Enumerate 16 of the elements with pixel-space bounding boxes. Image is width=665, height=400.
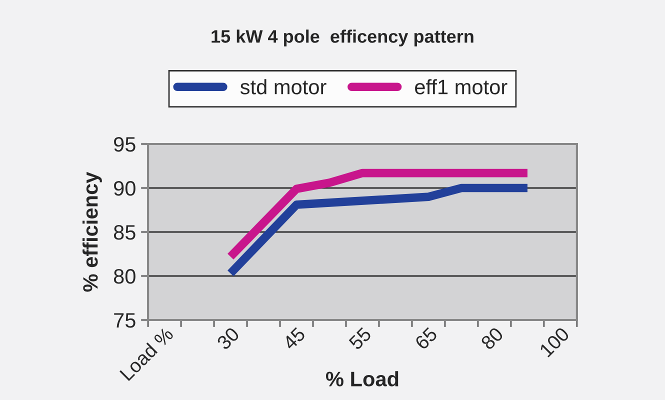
- y-tick-label: 95: [114, 137, 136, 152]
- legend-label: eff1 motor: [415, 79, 508, 94]
- x-tick-label: 55: [348, 326, 372, 350]
- x-tick-label: 45: [282, 326, 306, 351]
- y-tick-label: 90: [114, 181, 136, 196]
- y-tick-label: 85: [114, 225, 136, 240]
- x-tick-label: 80: [480, 326, 504, 350]
- x-tick-label: 30: [216, 326, 240, 350]
- x-tick-label: 65: [414, 326, 438, 350]
- y-axis-title: % efficiency: [82, 172, 102, 292]
- chart-title: 15 kW 4 pole efficency pattern: [212, 30, 474, 46]
- legend-label: std motor: [240, 79, 326, 94]
- y-tick-label: 80: [114, 269, 136, 284]
- y-tick-label: 75: [114, 313, 136, 328]
- x-axis-title: % Load: [326, 371, 398, 386]
- x-tick-label: 100: [538, 326, 570, 358]
